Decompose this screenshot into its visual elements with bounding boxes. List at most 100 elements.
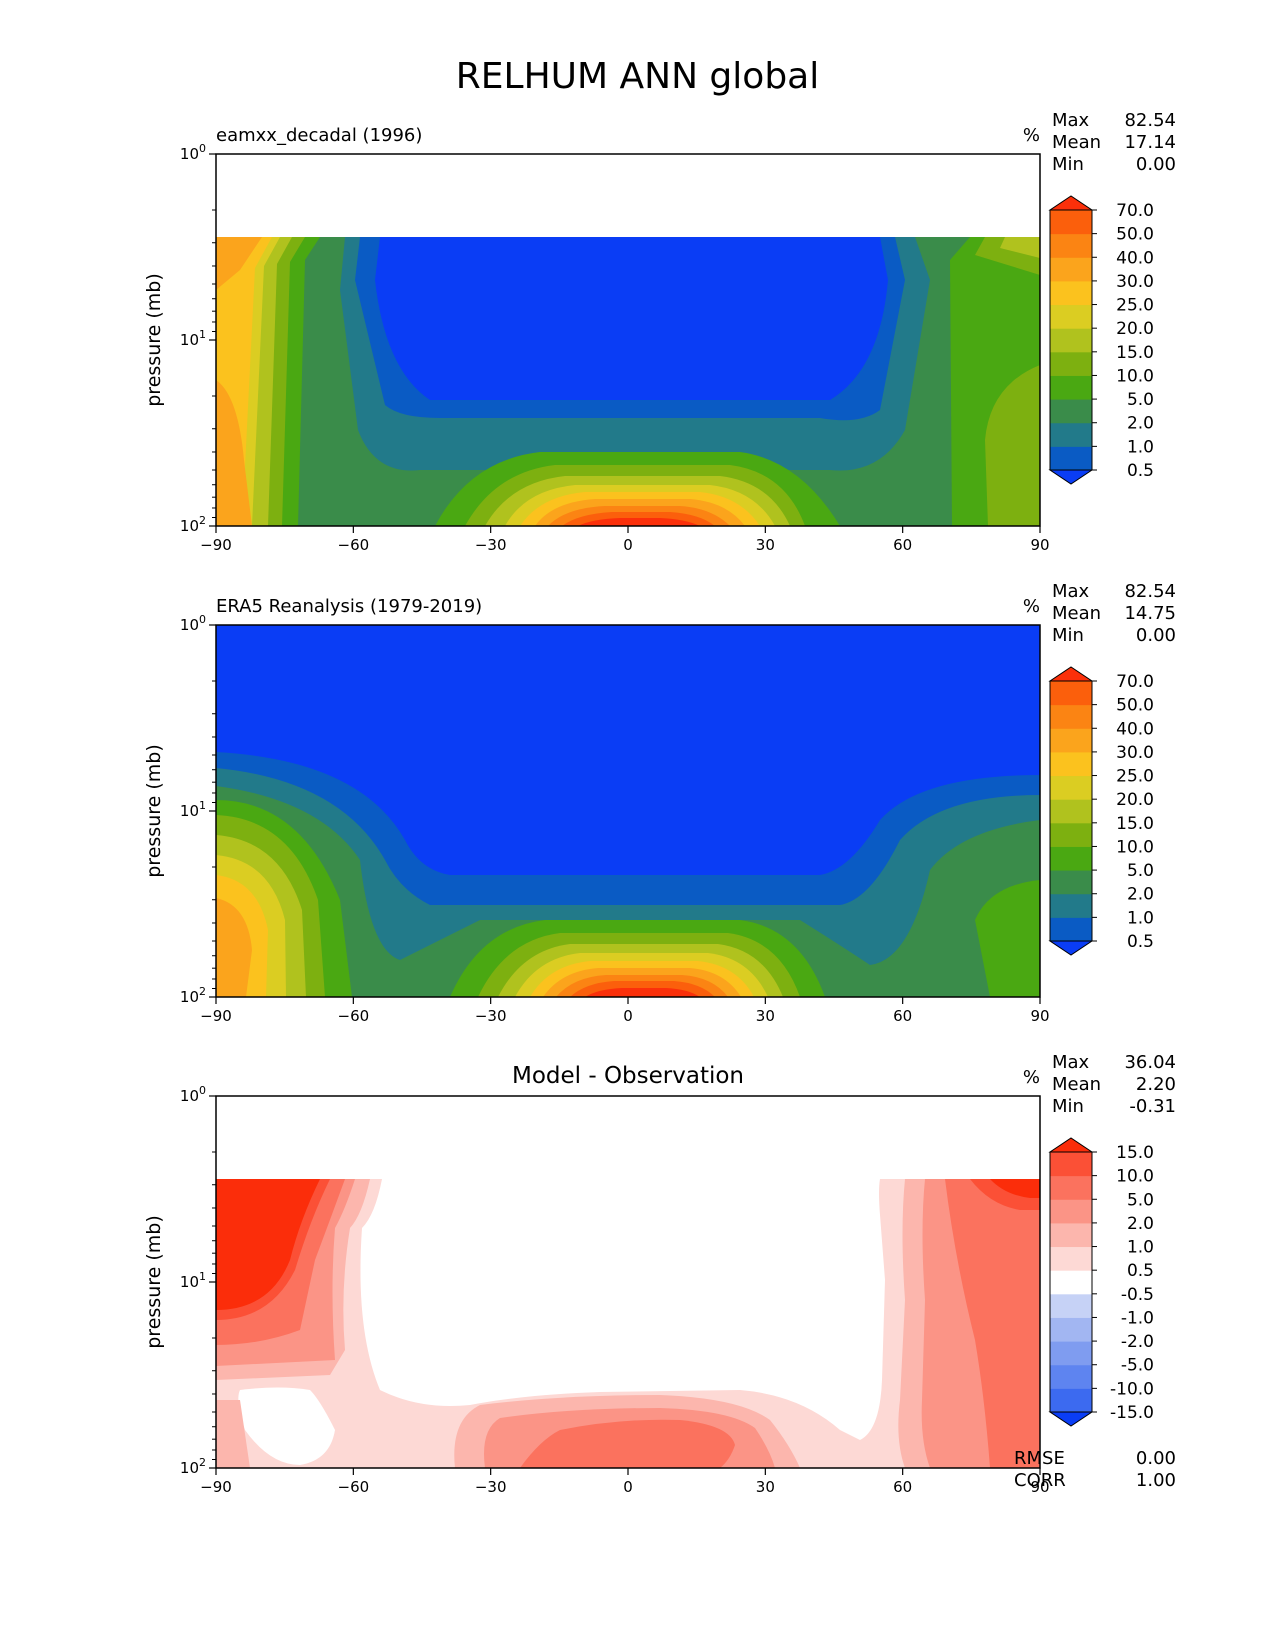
colorbar-swatch xyxy=(1050,775,1092,800)
colorbar-label: 1.0 xyxy=(1127,1238,1154,1258)
colorbar-label: 10.0 xyxy=(1116,366,1154,386)
x-tick-label: 0 xyxy=(623,536,633,554)
colorbar-label: 0.5 xyxy=(1127,461,1154,481)
colorbar-swatch xyxy=(1050,257,1092,282)
colorbar-label: 0.5 xyxy=(1127,932,1154,952)
colorbar-extend-low xyxy=(1048,1411,1094,1427)
colorbar-label: 5.0 xyxy=(1127,1190,1154,1210)
colorbar-extend-low xyxy=(1048,940,1094,956)
colorbar-label: 5.0 xyxy=(1127,390,1154,410)
stat-label: Max xyxy=(1052,1052,1090,1073)
x-tick-label: −90 xyxy=(200,536,232,554)
colorbar: 70.0 50.0 40.0 30.0 25.0 20.0 15.0 10.0 5.0 2.0 1.… xyxy=(1048,666,1154,956)
colorbar-swatch xyxy=(1050,1317,1092,1342)
x-tick-label: 30 xyxy=(756,536,775,554)
colorbar-label: 20.0 xyxy=(1116,790,1154,810)
stat-label: Mean xyxy=(1052,1074,1101,1095)
x-tick-label: −60 xyxy=(338,536,370,554)
stats-block: Max 36.04 Mean 2.20 Min -0.31 xyxy=(1052,1052,1176,1117)
colorbar-frame xyxy=(1049,209,1093,471)
colorbar-label: 10.0 xyxy=(1116,837,1154,857)
colorbar-label: 2.0 xyxy=(1127,885,1154,905)
colorbar: 15.0 10.0 5.0 2.0 1.0 0.5 -0.5 -1.0 -2.0 -5.0 -10.… xyxy=(1048,1137,1154,1427)
colorbar-label: 2.0 xyxy=(1127,1214,1154,1234)
stat-value: 17.14 xyxy=(1124,132,1176,153)
colorbar-extend-high xyxy=(1048,666,1094,682)
colorbar-label: 50.0 xyxy=(1116,696,1154,716)
stat-label: Max xyxy=(1052,581,1090,602)
stat-value: 14.75 xyxy=(1124,603,1176,624)
colorbar-label: 20.0 xyxy=(1116,319,1154,339)
stat-value: 0.00 xyxy=(1136,625,1176,646)
colorbar-swatch xyxy=(1050,799,1092,824)
colorbar-swatch xyxy=(1050,233,1092,258)
x-tick-label: 60 xyxy=(893,1478,912,1496)
stat-value: 82.54 xyxy=(1124,110,1176,131)
colorbar-swatch xyxy=(1050,1175,1092,1200)
stat-value: 36.04 xyxy=(1124,1052,1176,1073)
y-tick-label: 100 xyxy=(180,142,206,163)
error-stats-block: RMSE 0.00 CORR 1.00 xyxy=(1014,1448,1176,1491)
x-tick-label: −90 xyxy=(200,1007,232,1025)
contour-fill xyxy=(216,1096,1040,1468)
stats-block: Max 82.54 Mean 17.14 Min 0.00 xyxy=(1052,110,1176,175)
colorbar-label: 30.0 xyxy=(1116,272,1154,292)
colorbar-label: 40.0 xyxy=(1116,248,1154,268)
x-tick-label: 30 xyxy=(756,1478,775,1496)
colorbar-label: 25.0 xyxy=(1116,296,1154,316)
x-tick-label: 60 xyxy=(893,1007,912,1025)
colorbar-extend-low xyxy=(1048,469,1094,485)
y-tick-label: 101 xyxy=(180,328,206,349)
colorbar-swatch xyxy=(1050,870,1092,895)
contour-fill xyxy=(216,625,1040,997)
colorbar-swatch xyxy=(1050,1270,1092,1295)
colorbar-swatch xyxy=(1050,751,1092,777)
colorbar-label: 25.0 xyxy=(1116,767,1154,787)
panel-reference: −90 −60 −30 0 30 60 90 100 101 102 ERA5 Reanalysi… xyxy=(143,581,1176,1025)
colorbar-swatch xyxy=(1050,822,1092,847)
colorbar-label: 10.0 xyxy=(1116,1167,1154,1187)
stat-label: Min xyxy=(1052,154,1084,175)
colorbar-swatch xyxy=(1050,1293,1092,1318)
x-tick-label: −30 xyxy=(475,1007,507,1025)
y-tick-label: 100 xyxy=(180,1084,206,1105)
colorbar-swatch xyxy=(1050,422,1092,447)
figure-title: RELHUM ANN global xyxy=(455,56,820,97)
colorbar-label: 1.0 xyxy=(1127,908,1154,928)
colorbar-swatch xyxy=(1050,351,1092,376)
x-tick-label: 90 xyxy=(1030,1007,1049,1025)
x-tick-label: −30 xyxy=(475,536,507,554)
colorbar-label: -10.0 xyxy=(1110,1379,1154,1399)
y-tick-label: 102 xyxy=(180,1456,206,1477)
colorbar-frame xyxy=(1049,1151,1093,1413)
stat-label: Min xyxy=(1052,1096,1084,1117)
colorbar-label: 15.0 xyxy=(1116,814,1154,834)
colorbar-swatch xyxy=(1050,1222,1092,1248)
colorbar-label: 50.0 xyxy=(1116,225,1154,245)
y-axis-label: pressure (mb) xyxy=(143,273,165,407)
x-tick-label: 90 xyxy=(1030,536,1049,554)
stat-value: 1.00 xyxy=(1136,1470,1176,1491)
units-label: % xyxy=(1023,125,1040,146)
stat-label: Mean xyxy=(1052,603,1101,624)
panel-title: ERA5 Reanalysis (1979-2019) xyxy=(216,596,482,617)
colorbar-swatch xyxy=(1050,1246,1092,1271)
panel-difference: −90 −60 −30 0 30 60 90 100 101 102 Model - Observ… xyxy=(143,1052,1176,1496)
colorbar-swatch xyxy=(1050,704,1092,729)
x-tick-label: −30 xyxy=(475,1478,507,1496)
colorbar-swatch xyxy=(1050,375,1092,400)
colorbar-swatch xyxy=(1050,280,1092,306)
colorbar-extend-high xyxy=(1048,1137,1094,1153)
x-tick-label: 30 xyxy=(756,1007,775,1025)
x-tick-label: −90 xyxy=(200,1478,232,1496)
colorbar-swatch xyxy=(1050,893,1092,918)
colorbar: 70.0 50.0 40.0 30.0 25.0 20.0 15.0 10.0 5.0 2.0 1.… xyxy=(1048,195,1154,485)
colorbar-label: 40.0 xyxy=(1116,719,1154,739)
colorbar-label: 5.0 xyxy=(1127,861,1154,881)
stat-value: 2.20 xyxy=(1136,1074,1176,1095)
x-tick-label: −60 xyxy=(338,1478,370,1496)
colorbar-label: -2.0 xyxy=(1121,1332,1154,1352)
stats-block: Max 82.54 Mean 14.75 Min 0.00 xyxy=(1052,581,1176,646)
y-axis-label: pressure (mb) xyxy=(143,744,165,878)
colorbar-label: 15.0 xyxy=(1116,1143,1154,1163)
